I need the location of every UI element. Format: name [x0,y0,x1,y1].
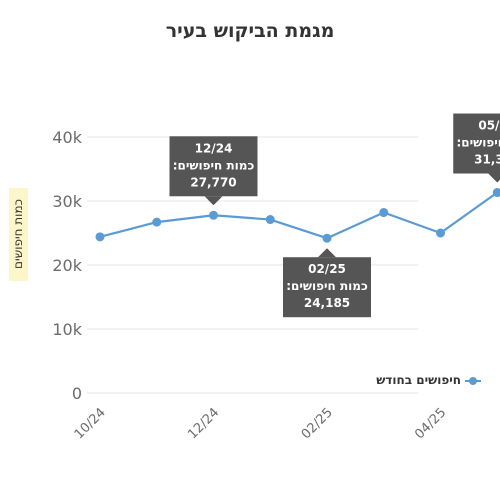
legend-marker-icon [469,377,477,385]
y-tick-label: 10k [52,320,82,339]
y-tick-label: 0 [72,384,82,403]
chart-title: מגמת הביקוש בעיר [165,20,335,42]
annotations: 12/24 כמות חיפושים: 27,770 02/25 כמות חיפושי… [169,113,500,318]
y-tick-label: 30k [52,192,82,211]
y-axis-label-background [9,188,28,281]
tooltip-box [283,257,371,318]
tooltip: 12/24 כמות חיפושים: 27,770 [169,136,258,206]
y-tick-label: 40k [52,128,82,147]
tooltip-date: 02/25 [308,262,346,276]
data-point [322,233,332,243]
tooltip-date: 05/25 [478,119,500,133]
tooltip-pointer [488,173,500,183]
series-line [99,191,500,240]
data-point [436,228,445,238]
tooltip-label: כמות חיפושים: [286,279,368,293]
data-point [95,232,105,242]
data-point [265,215,275,225]
tooltip-value: 27,770 [190,175,236,189]
x-tick-label: 04/25 [412,405,449,442]
y-axis-ticks: 0 10k 20k 30k 40k [52,128,82,403]
tooltip-value: 24,185 [304,296,350,310]
tooltip-date: 12/24 [195,141,233,155]
tooltip-box [169,136,258,197]
x-tick-label: 10/24 [72,405,109,442]
tooltip-value: 31,325 [474,153,500,167]
tooltip-box [453,113,500,174]
legend-label: חיפושים בחודש [376,373,461,387]
data-point [379,208,389,218]
data-point [152,217,162,227]
tooltip-pointer [318,248,336,258]
x-tick-label: 02/25 [299,405,336,442]
y-tick-label: 20k [52,256,82,275]
legend[interactable]: חיפושים בחודש [375,372,485,390]
data-point [209,210,218,220]
series-searches [95,188,500,243]
tooltip-label: כמות חיפושים: [173,158,255,172]
x-tick-label: 12/24 [185,405,222,442]
tooltip: 05/25 כמות חיפושים: 31,325 [453,113,500,183]
data-point [492,188,500,198]
tooltip: 02/25 כמות חיפושים: 24,185 [283,248,371,318]
tooltip-pointer [204,196,223,206]
tooltip-label: כמות חיפושים: [456,136,500,150]
